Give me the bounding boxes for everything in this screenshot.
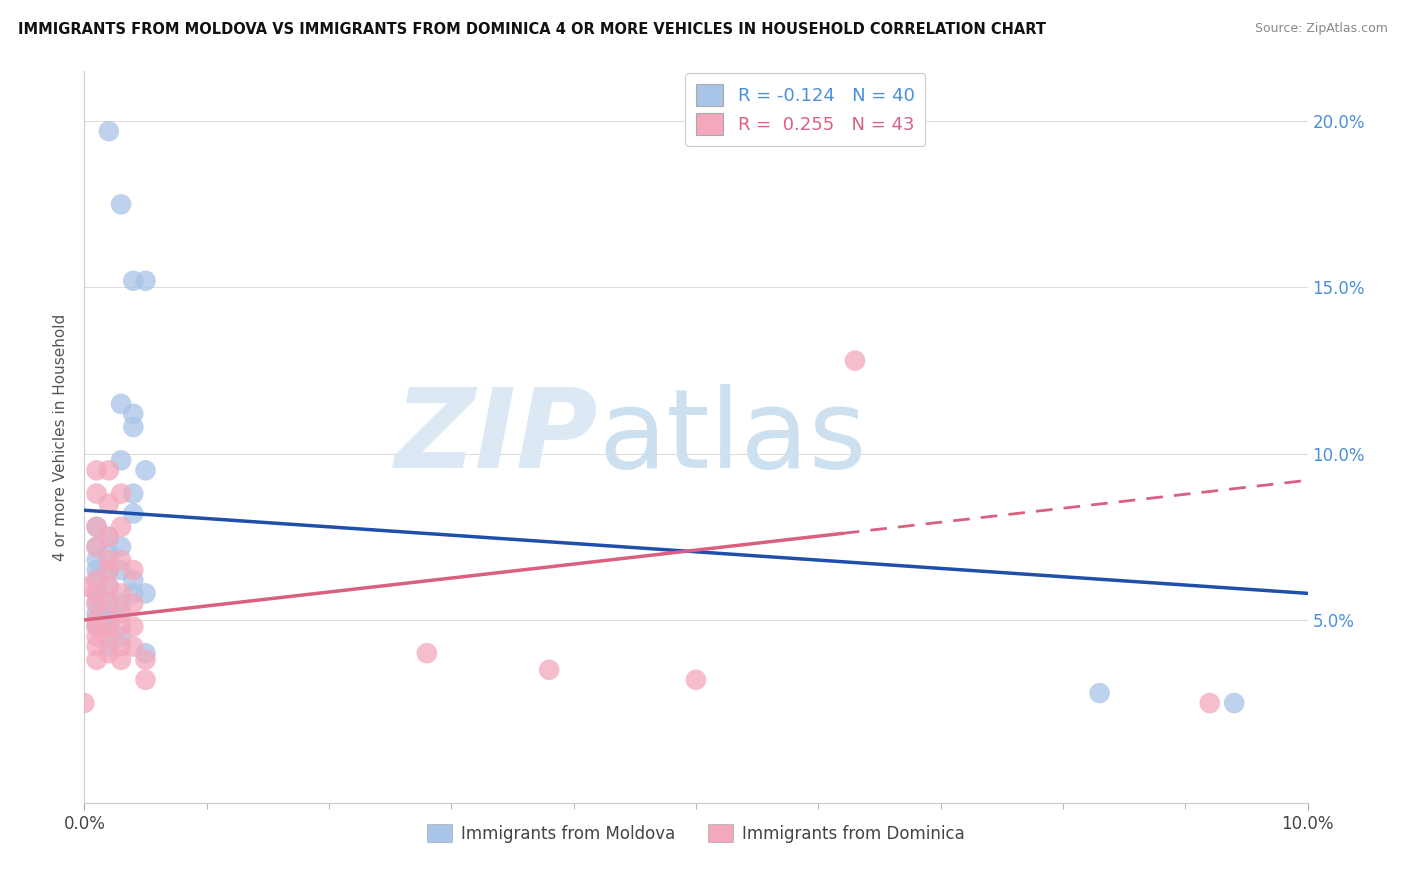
Point (97, 530, 120, 544)
Point (1088, 686, 1111, 700)
Text: Source: ZipAtlas.com: Source: ZipAtlas.com (1254, 22, 1388, 36)
Point (110, 520, 132, 534)
Point (122, 640, 145, 654)
Point (86, 653, 108, 667)
Point (86, 520, 108, 534)
Point (122, 407, 145, 421)
Point (73, 580, 96, 594)
Point (97, 580, 120, 594)
Point (110, 586, 132, 600)
Point (86, 640, 108, 654)
Point (86, 586, 108, 600)
Point (122, 586, 145, 600)
Point (110, 596, 132, 610)
Text: ZIP: ZIP (395, 384, 598, 491)
Point (110, 563, 132, 577)
Point (86, 553, 108, 567)
Text: IMMIGRANTS FROM MOLDOVA VS IMMIGRANTS FROM DOMINICA 4 OR MORE VEHICLES IN HOUSEH: IMMIGRANTS FROM MOLDOVA VS IMMIGRANTS FR… (18, 22, 1046, 37)
Point (110, 486, 132, 500)
Point (538, 663, 561, 677)
Point (97, 563, 120, 577)
Point (97, 546, 120, 560)
Point (86, 573, 108, 587)
Point (86, 486, 108, 500)
Point (97, 607, 120, 621)
Point (86, 520, 108, 534)
Point (86, 596, 108, 610)
Point (122, 507, 145, 521)
Point (110, 453, 132, 467)
Point (86, 596, 108, 610)
Point (122, 274, 145, 288)
Point (86, 586, 108, 600)
Point (110, 553, 132, 567)
Point (135, 274, 157, 288)
Point (110, 540, 132, 554)
Point (97, 619, 120, 633)
Point (110, 640, 132, 654)
Point (110, 619, 132, 633)
Point (97, 630, 120, 644)
Text: atlas: atlas (598, 384, 866, 491)
Point (97, 497, 120, 511)
Point (110, 197, 132, 211)
Point (97, 640, 120, 654)
Point (97, 580, 120, 594)
Point (86, 630, 108, 644)
Point (135, 463, 157, 477)
Point (122, 420, 145, 434)
Point (86, 563, 108, 577)
Point (135, 653, 157, 667)
Point (122, 486, 145, 500)
Point (97, 124, 120, 138)
Point (1198, 696, 1220, 710)
Point (73, 696, 96, 710)
Point (135, 673, 157, 687)
Point (86, 619, 108, 633)
Legend: Immigrants from Moldova, Immigrants from Dominica: Immigrants from Moldova, Immigrants from… (420, 818, 972, 849)
Point (122, 619, 145, 633)
Point (86, 613, 108, 627)
Point (97, 530, 120, 544)
Point (86, 540, 108, 554)
Point (110, 630, 132, 644)
Point (97, 596, 120, 610)
Point (135, 646, 157, 660)
Point (86, 463, 108, 477)
Point (86, 619, 108, 633)
Point (97, 553, 120, 567)
Point (86, 607, 108, 621)
Point (86, 573, 108, 587)
Point (1223, 696, 1246, 710)
Point (97, 613, 120, 627)
Point (844, 353, 866, 368)
Point (97, 563, 120, 577)
Point (110, 653, 132, 667)
Point (110, 607, 132, 621)
Point (86, 540, 108, 554)
Point (122, 573, 145, 587)
Point (122, 596, 145, 610)
Point (86, 613, 108, 627)
Point (110, 397, 132, 411)
Point (416, 646, 439, 660)
Point (97, 619, 120, 633)
Point (122, 563, 145, 577)
Point (97, 463, 120, 477)
Point (685, 673, 707, 687)
Point (97, 596, 120, 610)
Point (135, 586, 157, 600)
Point (97, 646, 120, 660)
Y-axis label: 4 or more Vehicles in Household: 4 or more Vehicles in Household (53, 313, 69, 561)
